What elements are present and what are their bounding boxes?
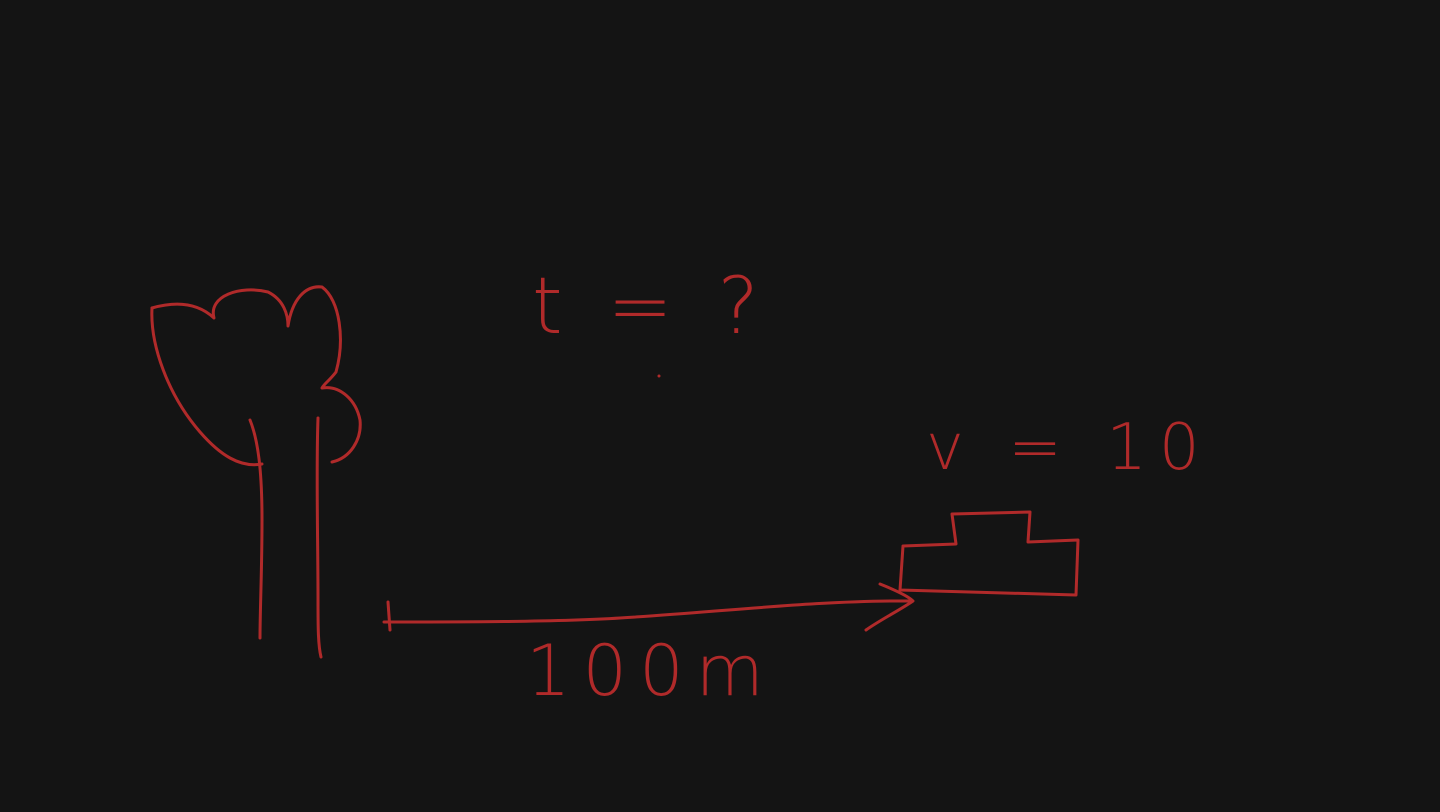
arrow-tail-tick — [386, 600, 392, 632]
tree-canopy — [150, 285, 362, 464]
time-question-label: t = ? — [532, 262, 769, 352]
tree-canopy-left — [150, 306, 264, 467]
arrow-shaft — [382, 599, 912, 624]
velocity-label: v = 10 — [926, 411, 1212, 485]
arrow-head — [864, 582, 915, 632]
distance-arrow — [382, 582, 915, 632]
tree-trunk-left — [248, 418, 264, 640]
car-body — [898, 510, 1080, 597]
tree-trunk-right — [315, 416, 323, 659]
stray-dot — [657, 374, 661, 378]
tree-icon — [150, 285, 362, 659]
distance-label: 100m — [526, 630, 776, 712]
car-icon — [898, 510, 1080, 597]
